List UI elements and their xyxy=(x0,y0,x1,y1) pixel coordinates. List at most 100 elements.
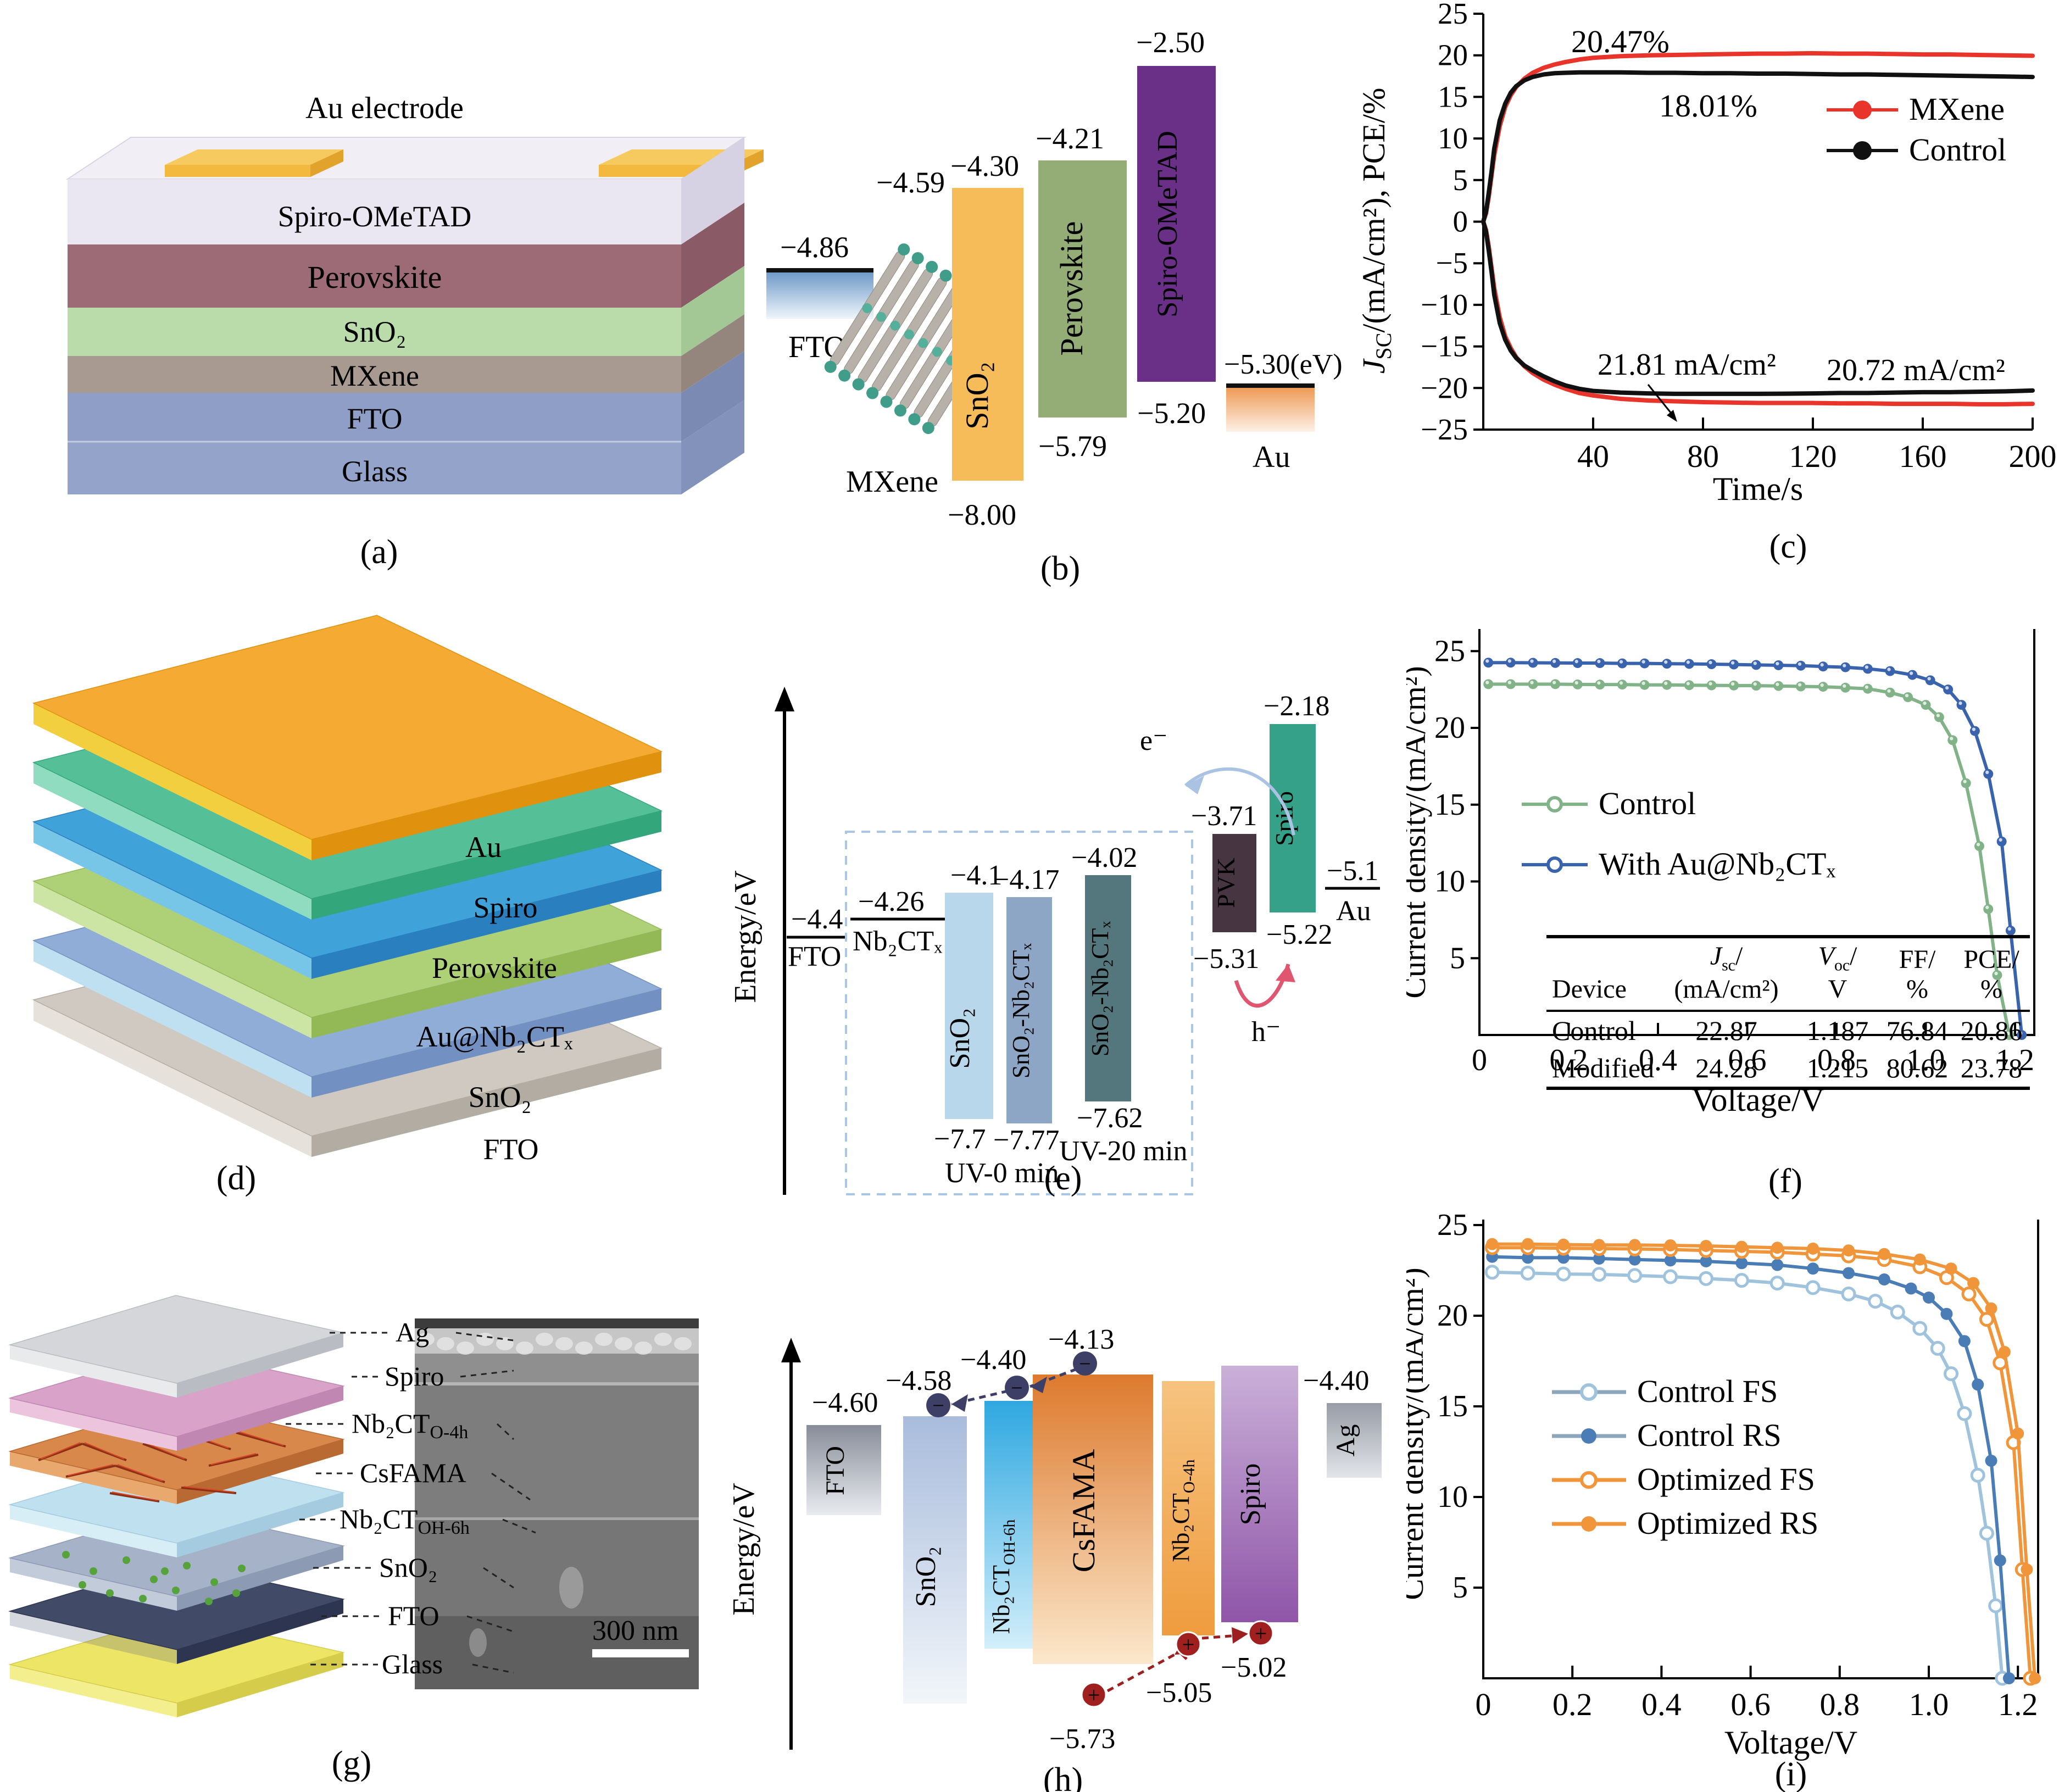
panel-g-illustration: 300 nm Ag Spiro Nb₂CTO-4h CsFAMA Nb₂CTOH… xyxy=(8,1295,699,1717)
bar2-label: SnO₂-Nb₂CTₓ xyxy=(1087,921,1114,1057)
marker-highlight xyxy=(1843,684,1846,688)
panel-b: −4.86 FTO −4.59 MXene −4.30 −8.00 SnO₂ −… xyxy=(758,11,1412,599)
spiro-label: Spiro xyxy=(1270,791,1298,846)
svg-text:Spiro: Spiro xyxy=(385,1361,444,1392)
marker xyxy=(1807,1262,1819,1275)
marker-highlight xyxy=(2007,927,2012,931)
marker xyxy=(2012,1427,2024,1440)
marker xyxy=(1556,1266,1571,1282)
energy-axis-label: Energy/eV xyxy=(728,870,763,1003)
bar2-bottom: −7.62 xyxy=(1077,1103,1143,1134)
leader-line xyxy=(472,1663,514,1674)
x-tick-label: 0 xyxy=(1476,1687,1492,1722)
y-tick-label: 15 xyxy=(1438,80,1468,113)
ag-value: −4.40 xyxy=(1303,1365,1369,1396)
marker xyxy=(1958,1335,1971,1348)
spiro-top: −2.18 xyxy=(1264,691,1329,722)
crack-line xyxy=(208,1454,259,1467)
mxene-dot xyxy=(824,360,837,373)
energy-axis-label: Energy/eV xyxy=(727,1483,761,1616)
au-level-line xyxy=(1226,383,1315,388)
marker xyxy=(1557,1238,1570,1251)
spiro-label: Spiro xyxy=(1235,1463,1266,1526)
csfama-bar xyxy=(1033,1374,1153,1664)
marker-highlight xyxy=(1776,661,1779,666)
sem-grain xyxy=(536,1333,553,1346)
annotation-jsc-mxene: 21.81 mA/cm² xyxy=(1598,348,1776,382)
marker xyxy=(1662,680,1672,690)
sem-feature xyxy=(469,1628,487,1657)
legend-marker xyxy=(1546,856,1563,873)
marker xyxy=(1868,1294,1883,1309)
hole-label: h⁻ xyxy=(1251,1016,1281,1048)
marker xyxy=(1699,1271,1713,1286)
marker xyxy=(1818,682,1828,692)
layer-label: Glass xyxy=(342,455,408,488)
mxene-dot xyxy=(862,303,872,313)
bar2-top: −4.02 xyxy=(1071,842,1137,873)
sno2-label: SnO₂ xyxy=(910,1546,942,1607)
panel-d-illustration: Au Spiro Perovskite Au@Nb₂CTₓ SnO₂ FTO xyxy=(32,615,663,1166)
sem-grain xyxy=(595,1333,613,1346)
sno2-bar xyxy=(945,893,993,1119)
nb2ct-dot xyxy=(210,1578,218,1586)
uv20-caption: UV-20 min xyxy=(1059,1136,1188,1167)
svg-text:FTO: FTO xyxy=(388,1600,439,1631)
x-tick-label: 200 xyxy=(2009,438,2057,474)
marker xyxy=(1484,1265,1500,1280)
marker-highlight xyxy=(1820,683,1824,687)
legend-marker xyxy=(1581,1516,1596,1532)
series-control xyxy=(1487,682,2011,1037)
nb2ct-dot xyxy=(106,1589,114,1597)
legend-marker xyxy=(1853,101,1872,119)
marker-highlight xyxy=(1985,905,1989,909)
panel-c: 25 20 15 10 5 0 −5 −10 −15 −20 −25 40 80 120 160 200 Tim… xyxy=(1340,0,2059,593)
crack-line-red xyxy=(84,1442,125,1460)
marker-highlight xyxy=(1905,693,1909,698)
marker xyxy=(1483,679,1494,689)
annotation-arrowhead xyxy=(1667,410,1677,422)
legend-label: With Au@Nb₂CTₓ xyxy=(1599,846,1835,882)
panel-a: Au electrode xyxy=(55,77,780,577)
nb2ct-dot xyxy=(62,1551,70,1559)
y-tick-label: 5 xyxy=(1453,163,1468,197)
sno2-nb2ctx-uv20-bar xyxy=(1085,875,1131,1101)
marker-highlight xyxy=(1597,681,1601,685)
x-tick-label: 0.6 xyxy=(1730,1687,1771,1722)
fto-bar xyxy=(806,1425,881,1515)
au-label: Au xyxy=(1336,895,1371,927)
x-axis-label: Voltage/V xyxy=(1724,1724,1857,1761)
marker-highlight xyxy=(1619,660,1623,664)
legend-marker xyxy=(1581,1428,1596,1444)
table-header-pce: PCE/ % xyxy=(1963,945,2019,1004)
annotation-pce-mxene: 20.47% xyxy=(1571,24,1670,59)
svg-text:CsFAMA: CsFAMA xyxy=(360,1457,466,1488)
y-tick-label: 25 xyxy=(1434,634,1465,668)
marker xyxy=(1796,660,1806,671)
au-value: −5.1 xyxy=(1327,855,1378,887)
marker xyxy=(1595,680,1605,690)
fto-value: −4.86 xyxy=(780,231,849,264)
sem-cross-section-image: 300 nm xyxy=(415,1318,699,1689)
marker xyxy=(1862,683,1873,694)
x-tick-label: 0.2 xyxy=(1552,1687,1593,1722)
marker-highlight xyxy=(1843,664,1846,667)
spiro-label: Spiro-OMeTAD xyxy=(1152,131,1183,318)
marker-highlight xyxy=(1574,659,1578,664)
marker xyxy=(1805,1280,1821,1295)
slab-au xyxy=(32,615,663,860)
sem-grains xyxy=(417,1333,692,1657)
marker xyxy=(1843,1267,1855,1279)
marker xyxy=(1771,1242,1784,1254)
sem-scalebar-label: 300 nm xyxy=(592,1615,678,1646)
mxene-dot xyxy=(922,422,934,435)
marker xyxy=(1947,735,1958,745)
nb2ct-dot xyxy=(90,1567,97,1575)
layer-label: SnO₂ xyxy=(343,315,407,348)
legend-label: MXene xyxy=(1909,91,2005,127)
x-tick-label: 1.2 xyxy=(1998,1687,2038,1722)
uv-dashed-box xyxy=(845,831,1193,1195)
marker xyxy=(1905,1282,1917,1295)
crack-line-red xyxy=(183,1486,235,1493)
